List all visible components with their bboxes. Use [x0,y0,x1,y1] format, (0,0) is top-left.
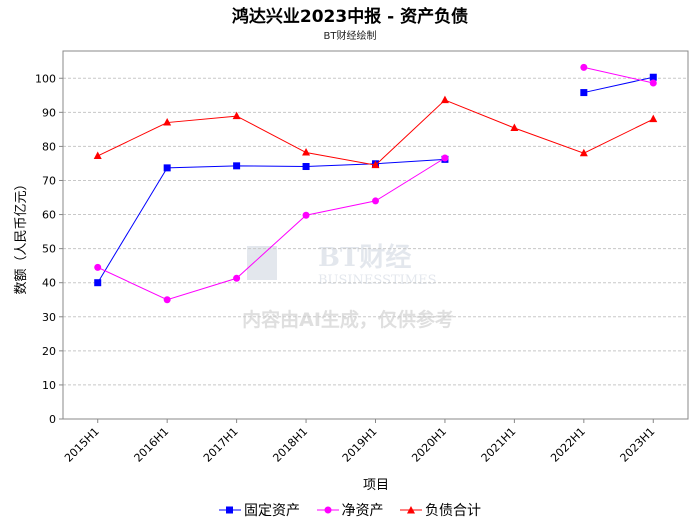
x-tick-label: 2021H1 [479,425,519,465]
data-point [302,148,311,156]
data-point [233,162,241,170]
y-tick-label: 50 [42,243,56,256]
data-point [649,114,658,123]
y-tick-label: 40 [42,277,56,290]
series-line [97,158,445,283]
legend: 固定资产 净资产 负债合计 [0,500,700,520]
y-tick-label: 70 [42,174,56,187]
watermark-logo [247,246,277,280]
legend-marker-square [219,506,242,514]
data-point [94,263,102,271]
data-point [510,123,519,132]
legend-item-net-assets: 净资产 [316,500,384,520]
data-point [579,148,588,157]
y-tick-label: 10 [42,379,56,392]
x-tick-label: 2020H1 [409,425,449,465]
data-point [580,63,588,71]
data-point [302,163,310,171]
data-point [372,197,379,205]
plot-area [62,50,689,420]
line-chart: BT财经 BUSINESSTIMES 内容由AI生成，仅供参考 0 10 20 30 4… [14,50,689,493]
legend-item-total-liabilities: 负债合计 [399,500,481,520]
x-axis-label: 项目 [363,478,389,493]
series-line [583,66,654,84]
data-point [163,118,172,126]
watermark-disclaimer: 内容由AI生成，仅供参考 [242,308,454,331]
data-point [441,154,449,162]
y-axis-label: 数额（人民币亿元） [14,177,29,294]
data-point [302,211,310,219]
y-tick-label: 90 [42,106,56,119]
series-1 [94,63,657,304]
legend-marker-triangle [399,506,422,514]
x-tick-label: 2016H1 [132,425,172,465]
y-tick-label: 60 [42,209,56,222]
x-tick-label: 2015H1 [62,425,102,465]
watermark: BT财经 BUSINESSTIMES 内容由AI生成，仅供参考 [242,242,454,331]
series-line [97,157,446,301]
x-tick-label: 2023H1 [618,425,658,465]
y-tick-label: 30 [42,311,56,324]
series-layer [93,63,658,304]
y-tick-label: 0 [49,413,56,426]
series-line [583,76,654,94]
series-line [97,99,654,166]
legend-label: 固定资产 [244,503,301,519]
legend-label: 净资产 [341,503,384,519]
x-tick-label: 2019H1 [340,425,380,465]
watermark-brand-en: BUSINESSTIMES [318,273,437,288]
data-point [233,274,241,282]
y-axis: 0 10 20 30 40 50 60 70 80 90 100 [35,72,63,426]
data-point [440,95,449,104]
data-point [94,279,102,287]
y-tick-label: 100 [35,72,56,85]
x-tick-label: 2022H1 [548,425,588,465]
chart-subtitle: BT财经绘制 [323,31,377,42]
legend-label: 负债合计 [424,503,481,519]
x-tick-label: 2017H1 [201,425,241,465]
watermark-brand: BT财经 [318,242,411,273]
x-tick-label: 2018H1 [270,425,310,465]
data-point [232,111,241,120]
data-point [163,164,171,172]
chart-title: 鸿达兴业2023中报 - 资产负债 [231,7,469,27]
x-axis: 2015H1 2016H1 2017H1 2018H1 2019H1 2020H1 2021… [62,419,657,465]
legend-marker-circle [316,506,339,514]
legend-item-fixed-assets: 固定资产 [219,500,300,520]
data-point [649,73,657,81]
y-tick-label: 20 [42,345,56,358]
series-2 [93,95,658,169]
data-point [93,151,102,159]
y-tick-label: 80 [42,140,56,153]
data-point [371,160,380,169]
data-point [649,79,657,87]
data-point [580,89,588,97]
data-point [163,296,171,304]
grid [63,77,688,386]
